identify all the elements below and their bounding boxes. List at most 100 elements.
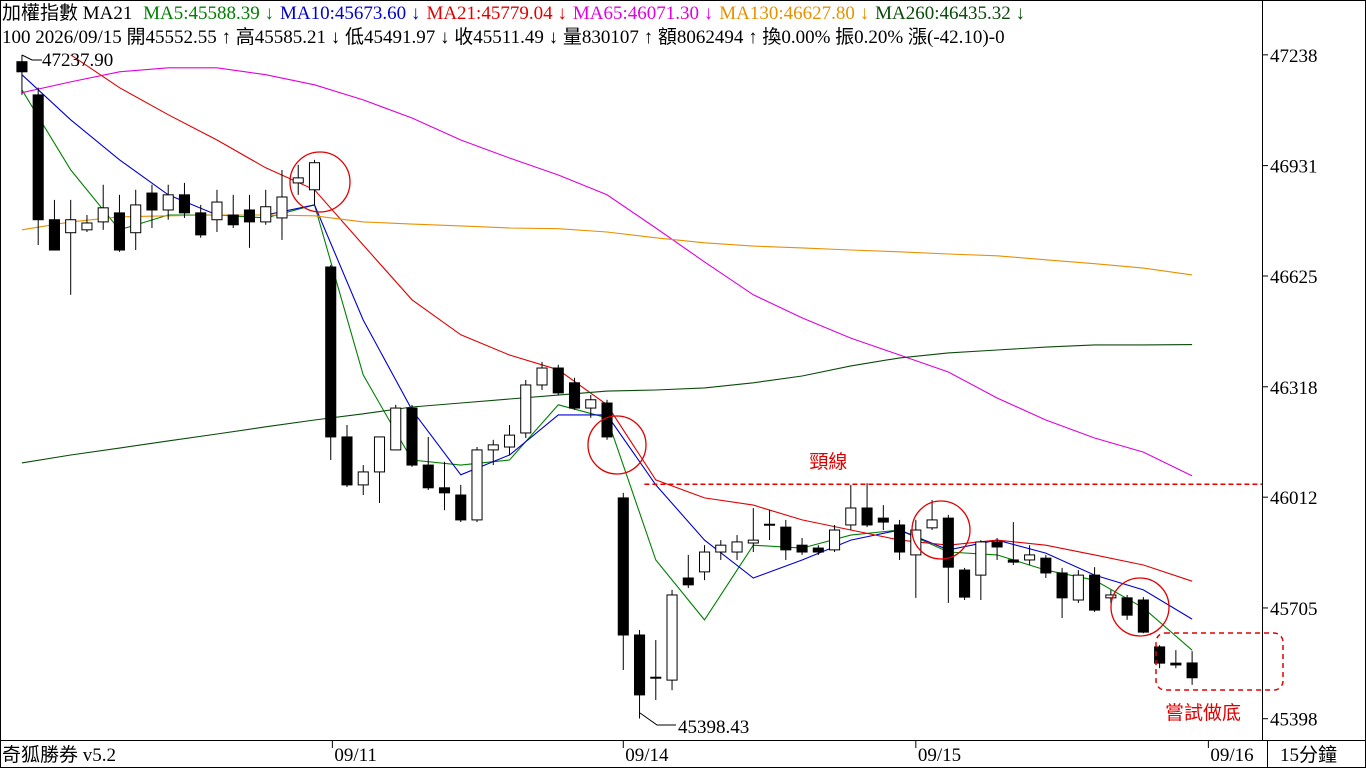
candle-body — [390, 407, 402, 451]
candle-body — [227, 214, 239, 226]
high-label: 47237.90 — [42, 50, 113, 71]
candle-body — [357, 471, 369, 486]
footer-brand: 奇狐勝券 v5.2 — [2, 744, 116, 766]
candle-body — [48, 219, 60, 251]
candle-body — [32, 94, 44, 221]
candle-body — [845, 507, 857, 526]
candle-body — [731, 541, 743, 553]
candle-body — [1170, 662, 1182, 666]
candle-body — [65, 219, 77, 234]
candle-body — [682, 577, 694, 586]
candle-body — [894, 524, 906, 553]
candle-body — [276, 196, 288, 219]
candle-body — [861, 507, 873, 526]
candle-body — [1056, 572, 1068, 599]
candle-body — [113, 212, 125, 251]
ma-line — [70, 54, 1193, 582]
candle-body — [406, 407, 418, 466]
chart-title: 加權指數 MA21 — [2, 2, 132, 24]
candle-body — [1186, 662, 1198, 679]
leader-line — [21, 54, 42, 61]
candle-body — [438, 487, 451, 494]
candle-body — [585, 399, 597, 409]
candle-body — [1105, 594, 1117, 599]
candle-body — [1121, 597, 1133, 616]
highlight-box — [1155, 632, 1284, 691]
candle-body — [81, 222, 93, 231]
candle-body — [536, 367, 548, 386]
candle-body — [1024, 554, 1036, 561]
candle-body — [1040, 557, 1052, 574]
candle-body — [617, 497, 629, 636]
candle-body — [926, 519, 938, 529]
candle-body — [471, 449, 483, 521]
candle-body — [1137, 599, 1149, 633]
candle-body — [1154, 646, 1166, 664]
period-label: 15分鐘 — [1280, 744, 1337, 766]
candle-body — [16, 61, 28, 73]
neckline-label: 頸線 — [809, 451, 847, 473]
candle-body — [959, 569, 971, 598]
candle-body — [503, 434, 516, 448]
ma-line — [21, 67, 1193, 477]
candle-body — [910, 529, 922, 556]
candle-body — [520, 384, 532, 434]
header: 加權指數 MA21 MA5:45588.39 ↓ MA10:45673.60 ↓ M… — [2, 2, 1025, 48]
candle-body — [422, 464, 434, 489]
legend: 加權指數 MA21 MA5:45588.39 ↓ MA10:45673.60 ↓ M… — [2, 2, 1025, 24]
overlay: 47237.90 45398.43 嘗試做底 奇狐勝券 v5.2 15分鐘 47… — [2, 46, 1337, 766]
candle-body — [747, 539, 759, 544]
candle-body — [942, 517, 954, 568]
candle-body — [650, 676, 662, 679]
candle-body — [211, 201, 223, 221]
y-tick-label: 46012 — [1270, 488, 1318, 509]
x-tick-label: 09/11 — [334, 745, 377, 766]
candle-body — [877, 517, 889, 523]
candle-body — [991, 541, 1003, 548]
highlight-circle — [911, 500, 971, 560]
candle-body — [812, 547, 824, 553]
candle-body — [975, 541, 987, 576]
annotation: 嘗試做底 — [1165, 702, 1241, 724]
y-tick-label: 46318 — [1270, 378, 1318, 399]
candle-body — [243, 209, 256, 223]
candle-body — [130, 204, 142, 234]
legend-entry: MA130:46627.80 ↓ — [719, 3, 869, 24]
candle-body — [260, 206, 272, 223]
highlight-circle — [289, 151, 351, 213]
x-tick-label: 09/16 — [1210, 745, 1253, 766]
candle-body — [341, 436, 353, 486]
candle-body — [162, 194, 174, 211]
ma-line — [21, 344, 1193, 464]
legend-entry: MA21:45779.04 ↓ — [426, 3, 566, 24]
candle-body — [292, 177, 304, 184]
candle-body — [308, 162, 321, 191]
candle-body — [97, 207, 109, 223]
y-tick-label: 47238 — [1270, 46, 1318, 67]
y-tick-label: 46625 — [1270, 267, 1318, 288]
candle-body — [455, 494, 467, 521]
candle-body — [552, 367, 564, 394]
x-tick-label: 09/15 — [918, 745, 961, 766]
candle-body — [764, 523, 776, 526]
candle-body — [1007, 559, 1019, 563]
plot-area — [16, 54, 1198, 719]
y-tick-label: 45398 — [1270, 710, 1318, 731]
leader-line — [639, 712, 676, 726]
candle-body — [178, 194, 191, 214]
highlight-circle — [1110, 577, 1170, 637]
candle-body — [829, 529, 841, 551]
candle-body — [715, 544, 727, 553]
candle-body — [1072, 574, 1084, 601]
y-tick-label: 45705 — [1270, 599, 1318, 620]
low-label: 45398.43 — [678, 717, 749, 738]
highlight-circle — [587, 415, 647, 475]
candle-body — [325, 266, 337, 438]
legend-entry: MA5:45588.39 ↓ — [143, 3, 274, 24]
candle-body — [568, 382, 581, 409]
info-line: 100 2026/09/15 開45552.55 ↑ 高45585.21 ↓ 低… — [2, 26, 1005, 48]
candle-body — [780, 526, 792, 551]
